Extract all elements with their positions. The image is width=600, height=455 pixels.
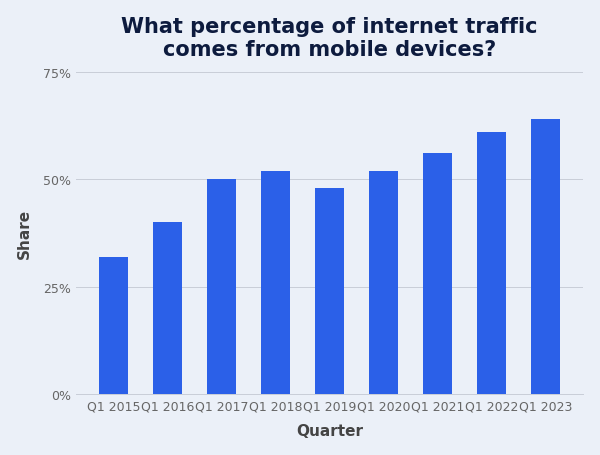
Title: What percentage of internet traffic
comes from mobile devices?: What percentage of internet traffic come… <box>121 17 538 60</box>
X-axis label: Quarter: Quarter <box>296 424 363 438</box>
Bar <box>99 257 128 394</box>
Bar <box>368 171 398 394</box>
Y-axis label: Share: Share <box>17 208 32 258</box>
Bar <box>530 120 560 394</box>
Bar <box>206 180 236 394</box>
Bar <box>152 222 182 394</box>
Bar <box>260 171 290 394</box>
Bar <box>422 154 452 394</box>
Bar <box>314 188 344 394</box>
Bar <box>476 132 506 394</box>
